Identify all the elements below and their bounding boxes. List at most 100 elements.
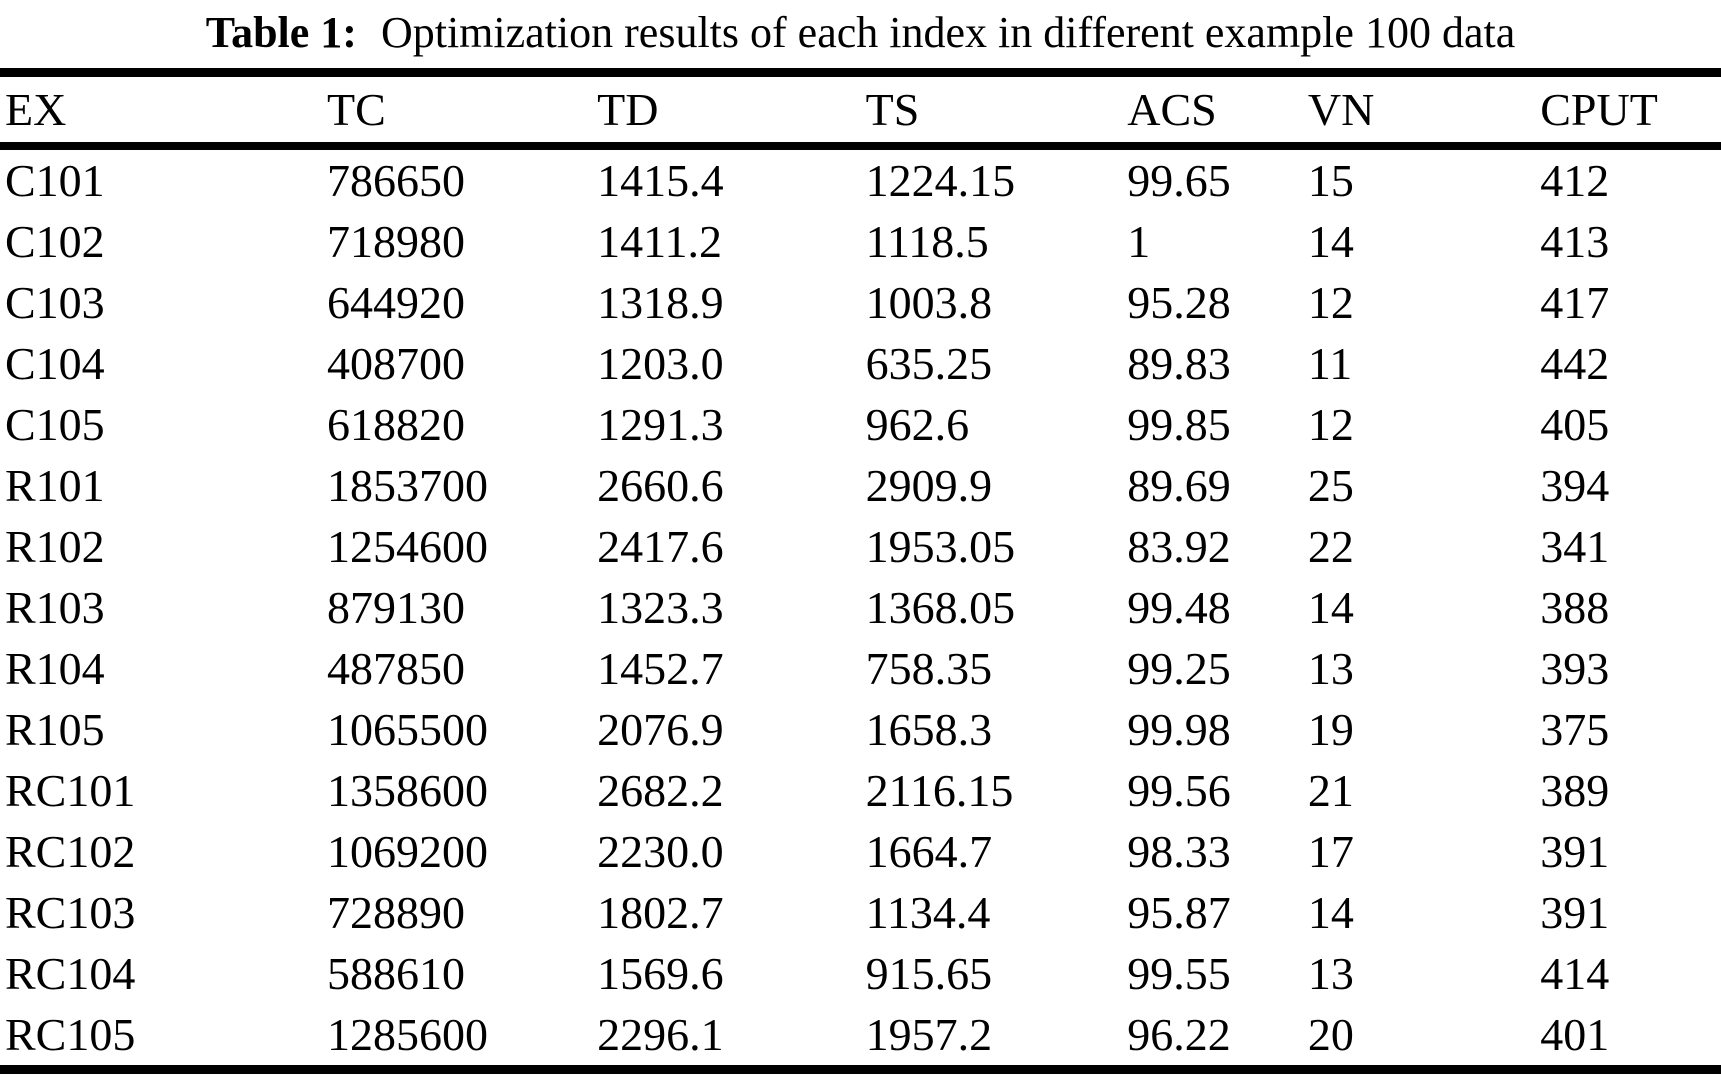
value-cell: 2116.15 <box>865 765 1014 816</box>
caption-text: Optimization results of each index in di… <box>380 8 1516 57</box>
row-label-cell: C102 <box>5 216 105 267</box>
value-cell: 22 <box>1307 521 1354 572</box>
value-cell: 341 <box>1540 521 1610 572</box>
table-row: R102 1254600 2417.6 1953.05 83.92 22 341 <box>0 516 1721 577</box>
value-cell: 14 <box>1307 216 1354 267</box>
column-header-acs: ACS <box>1127 72 1308 150</box>
table-row: RC102 1069200 2230.0 1664.7 98.33 17 391 <box>0 821 1721 882</box>
value-cell: 879130 <box>326 582 465 633</box>
value-cell: 1285600 <box>326 1009 488 1060</box>
value-cell: 21 <box>1307 765 1354 816</box>
table-row: RC104 588610 1569.6 915.65 99.55 13 414 <box>0 943 1721 1004</box>
value-cell: 99.65 <box>1127 155 1231 206</box>
value-cell: 19 <box>1307 704 1354 755</box>
caption-label: Table 1: <box>205 8 357 57</box>
row-label-cell: R104 <box>5 643 105 694</box>
value-cell: 1853700 <box>326 460 488 511</box>
value-cell: 99.25 <box>1127 643 1231 694</box>
value-cell: 1065500 <box>326 704 488 755</box>
row-label-cell: R105 <box>5 704 105 755</box>
table-row: RC103 728890 1802.7 1134.4 95.87 14 391 <box>0 882 1721 943</box>
value-cell: 83.92 <box>1127 521 1231 572</box>
value-cell: 12 <box>1307 277 1354 328</box>
value-cell: 1134.4 <box>865 887 991 938</box>
table-row: RC101 1358600 2682.2 2116.15 99.56 21 389 <box>0 760 1721 821</box>
value-cell: 1254600 <box>326 521 488 572</box>
row-label-cell: RC103 <box>5 887 136 938</box>
table-caption: Table 1: Optimization results of each ind… <box>0 6 1721 60</box>
value-cell: 618820 <box>326 399 465 450</box>
value-cell: 644920 <box>326 277 465 328</box>
value-cell: 413 <box>1540 216 1610 267</box>
value-cell: 915.65 <box>865 948 993 999</box>
value-cell: 728890 <box>326 887 465 938</box>
column-header-ts: TS <box>865 72 1128 150</box>
row-label-cell: R101 <box>5 460 105 511</box>
header-row: EX TC TD TS ACS VN CPUT <box>0 72 1721 150</box>
value-cell: 1358600 <box>326 765 488 816</box>
value-cell: 1069200 <box>326 826 488 877</box>
value-cell: 1291.3 <box>597 399 724 450</box>
value-cell: 375 <box>1540 704 1610 755</box>
value-cell: 635.25 <box>865 338 993 389</box>
table-body: C101 786650 1415.4 1224.15 99.65 15 412 C102 718… <box>0 146 1721 1070</box>
value-cell: 2417.6 <box>597 521 724 572</box>
value-cell: 2076.9 <box>597 704 724 755</box>
table-row: R101 1853700 2660.6 2909.9 89.69 25 394 <box>0 455 1721 516</box>
value-cell: 14 <box>1307 887 1354 938</box>
value-cell: 95.28 <box>1127 277 1231 328</box>
value-cell: 1323.3 <box>597 582 724 633</box>
column-header-ex: EX <box>0 72 327 150</box>
value-cell: 89.83 <box>1127 338 1231 389</box>
value-cell: 417 <box>1540 277 1610 328</box>
value-cell: 718980 <box>326 216 465 267</box>
value-cell: 25 <box>1307 460 1354 511</box>
table-row: R104 487850 1452.7 758.35 99.25 13 393 <box>0 638 1721 699</box>
value-cell: 408700 <box>326 338 465 389</box>
value-cell: 2682.2 <box>597 765 724 816</box>
value-cell: 13 <box>1307 643 1354 694</box>
value-cell: 442 <box>1540 338 1610 389</box>
value-cell: 2230.0 <box>597 826 724 877</box>
value-cell: 393 <box>1540 643 1610 694</box>
value-cell: 487850 <box>326 643 465 694</box>
value-cell: 17 <box>1307 826 1354 877</box>
table-row: C105 618820 1291.3 962.6 99.85 12 405 <box>0 394 1721 455</box>
value-cell: 2660.6 <box>597 460 724 511</box>
value-cell: 12 <box>1307 399 1354 450</box>
value-cell: 1664.7 <box>865 826 993 877</box>
value-cell: 98.33 <box>1127 826 1231 877</box>
table-row: C101 786650 1415.4 1224.15 99.65 15 412 <box>0 146 1721 211</box>
column-header-cput: CPUT <box>1540 72 1721 150</box>
table-row: C103 644920 1318.9 1003.8 95.28 12 417 <box>0 272 1721 333</box>
value-cell: 388 <box>1540 582 1610 633</box>
value-cell: 1452.7 <box>597 643 724 694</box>
value-cell: 95.87 <box>1127 887 1231 938</box>
value-cell: 99.56 <box>1127 765 1231 816</box>
row-label-cell: C103 <box>5 277 105 328</box>
value-cell: 20 <box>1307 1009 1354 1060</box>
row-label-cell: RC104 <box>5 948 136 999</box>
row-label-cell: RC105 <box>5 1009 136 1060</box>
value-cell: 1368.05 <box>865 582 1016 633</box>
results-table: EX TC TD TS ACS VN CPUT C101 786650 1415.4 1224.1… <box>0 68 1721 1074</box>
value-cell: 1003.8 <box>865 277 993 328</box>
value-cell: 15 <box>1307 155 1354 206</box>
table-row: C102 718980 1411.2 1118.5 1 14 413 <box>0 211 1721 272</box>
value-cell: 405 <box>1540 399 1610 450</box>
value-cell: 11 <box>1307 338 1353 389</box>
value-cell: 96.22 <box>1127 1009 1231 1060</box>
row-label-cell: C101 <box>5 155 105 206</box>
value-cell: 1224.15 <box>865 155 1016 206</box>
row-label-cell: C104 <box>5 338 105 389</box>
table-row: R105 1065500 2076.9 1658.3 99.98 19 375 <box>0 699 1721 760</box>
row-label-cell: C105 <box>5 399 105 450</box>
column-header-tc: TC <box>326 72 598 150</box>
value-cell: 1953.05 <box>865 521 1016 572</box>
value-cell: 13 <box>1307 948 1354 999</box>
value-cell: 412 <box>1540 155 1610 206</box>
row-label-cell: R102 <box>5 521 105 572</box>
value-cell: 89.69 <box>1127 460 1231 511</box>
value-cell: 1203.0 <box>597 338 724 389</box>
